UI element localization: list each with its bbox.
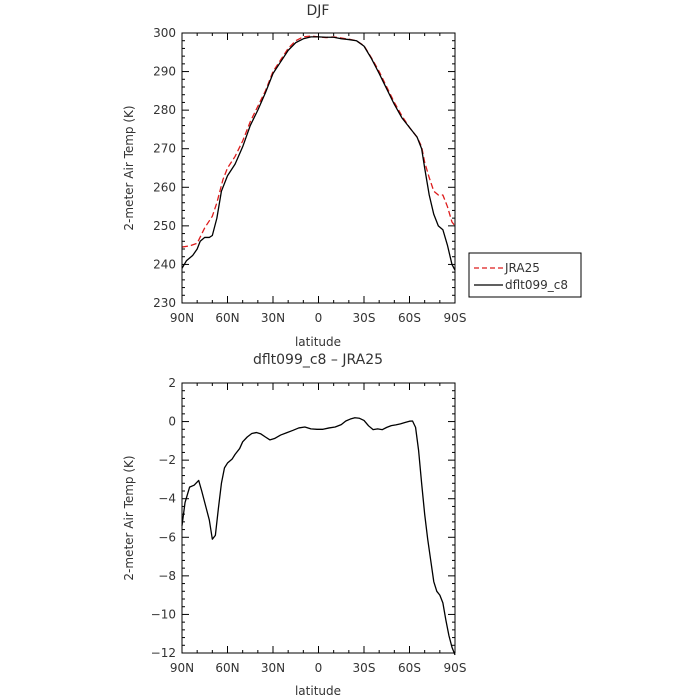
series-line-difference [181,417,456,656]
y-ticks: −12 −10 −8 −6 −4 −2 0 2 [151,376,455,660]
temperature-chart: DJF 230 240 250 260 270 280 290 300 90N 60N 30N 0 3… [122,3,582,349]
chart-title: dflt099_c8 – JRA25 [253,352,383,368]
y-tick-label: −12 [151,646,176,660]
legend-label-jra25: JRA25 [504,261,540,275]
y-ticks: 230 240 250 260 270 280 290 300 [153,26,455,310]
x-tick-label: 60N [215,661,239,675]
y-tick-label: 270 [153,142,176,156]
x-tick-label: 0 [315,311,323,325]
x-tick-label: 90N [170,661,194,675]
series-group [181,35,456,271]
x-tick-label: 60S [398,661,421,675]
y-tick-label: −8 [158,569,176,583]
y-tick-label: −2 [158,453,176,467]
y-tick-label: 260 [153,180,176,194]
x-tick-label: 90S [444,661,467,675]
y-tick-label: 300 [153,26,176,40]
x-tick-label: 0 [315,661,323,675]
plot-frame [181,32,456,304]
y-tick-label: 2 [168,376,176,390]
y-tick-label: −4 [158,492,176,506]
x-tick-label: 30S [353,661,376,675]
y-tick-label: 250 [153,219,176,233]
x-tick-label: 30N [261,311,285,325]
series-group [181,417,456,656]
x-axis-label: latitude [295,684,341,698]
series-line-dflt099-c8 [181,36,456,271]
x-tick-label: 60N [215,311,239,325]
difference-chart: dflt099_c8 – JRA25 −12 −10 −8 −6 −4 −2 0 2 90N 6… [122,352,466,698]
legend-label-dflt099-c8: dflt099_c8 [505,278,568,292]
y-axis-label: 2-meter Air Temp (K) [122,105,136,230]
legend-box [468,252,582,298]
x-tick-label: 30S [353,311,376,325]
x-tick-label: 90S [444,311,467,325]
x-tick-label: 90N [170,311,194,325]
x-tick-label: 30N [261,661,285,675]
legend: JRA25 dflt099_c8 [468,252,582,298]
y-tick-label: 240 [153,257,176,271]
x-axis-label: latitude [295,335,341,349]
y-tick-label: 290 [153,65,176,79]
series-line-jra25 [181,35,456,248]
y-tick-label: 280 [153,103,176,117]
y-tick-label: −10 [151,607,176,621]
x-ticks: 90N 60N 30N 0 30S 60S 90S [170,33,467,325]
y-axis-label: 2-meter Air Temp (K) [122,455,136,580]
y-tick-label: 0 [168,415,176,429]
y-tick-label: −6 [158,530,176,544]
y-tick-label: 230 [153,296,176,310]
x-tick-label: 60S [398,311,421,325]
chart-title: DJF [307,3,330,19]
x-ticks: 90N 60N 30N 0 30S 60S 90S [170,383,467,675]
